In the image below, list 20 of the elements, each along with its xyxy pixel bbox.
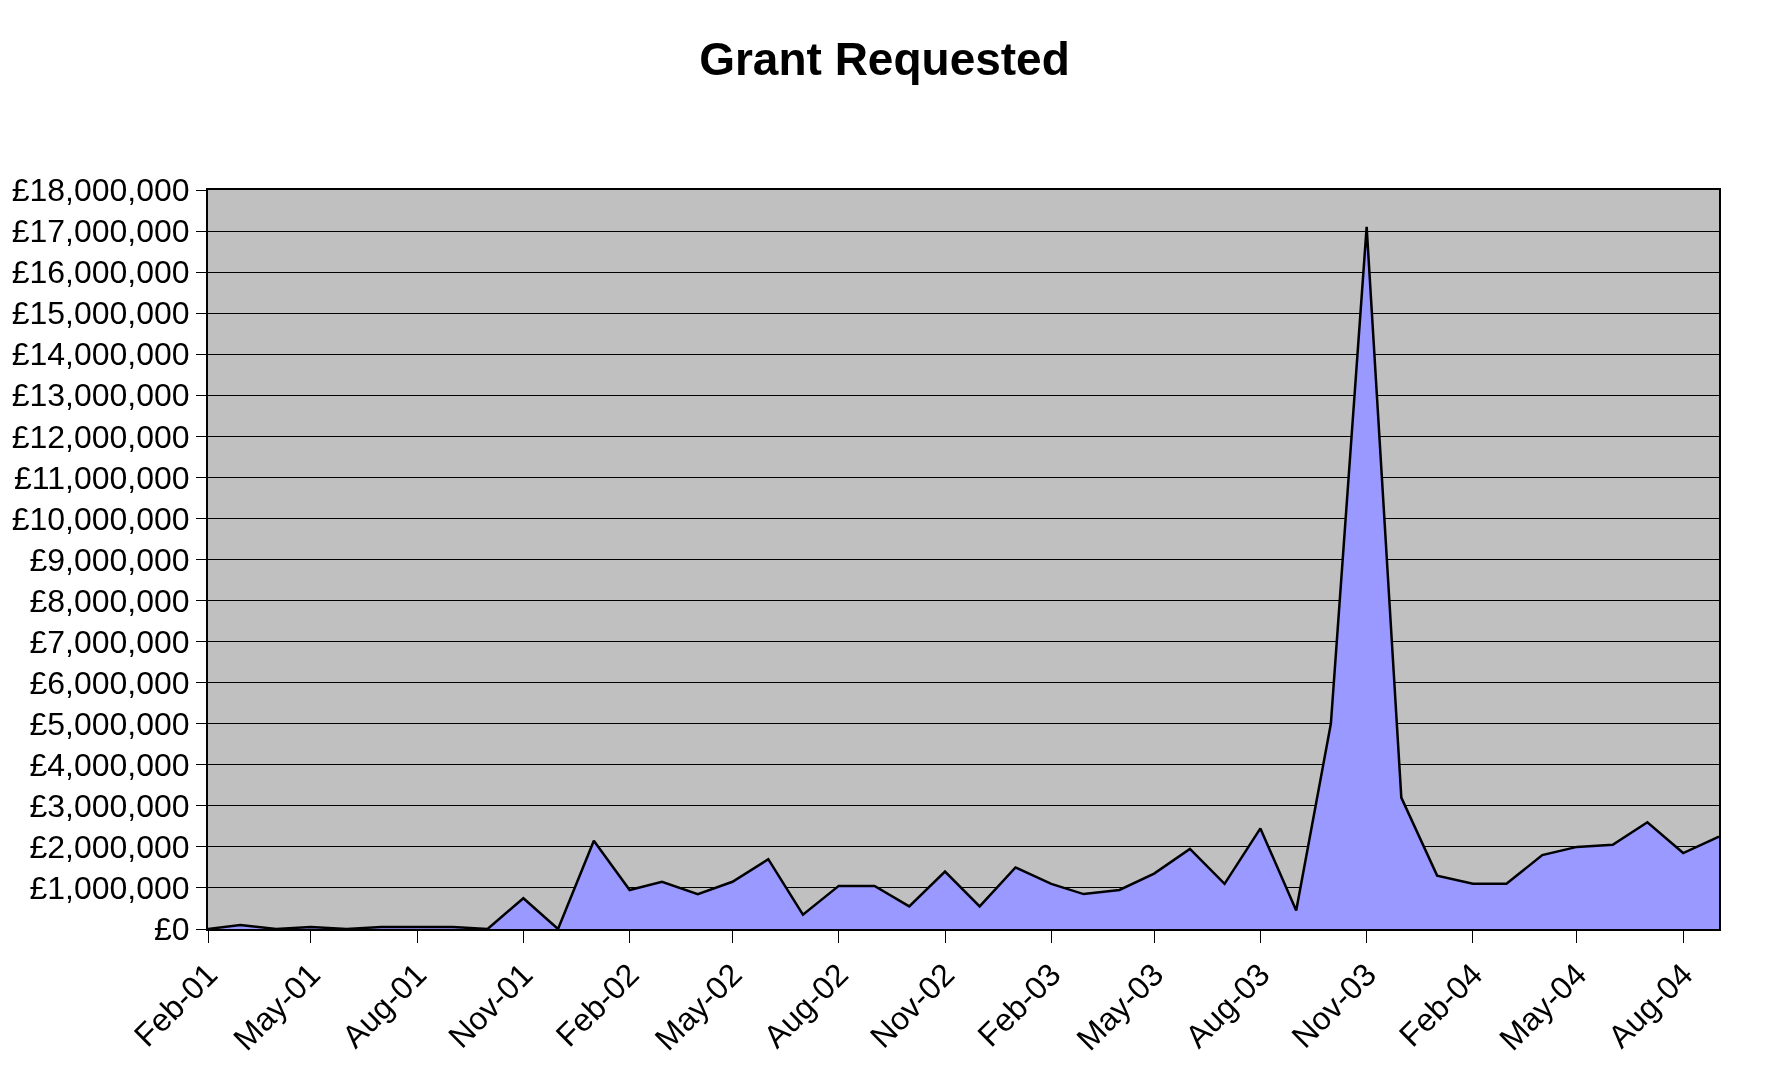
y-tick-label: £9,000,000 <box>29 541 190 578</box>
chart-title: Grant Requested <box>699 33 1070 86</box>
y-tick-label: £17,000,000 <box>11 213 190 250</box>
y-tick-label: £4,000,000 <box>29 746 190 783</box>
y-tick-label: £5,000,000 <box>29 705 190 742</box>
y-tick-label: £6,000,000 <box>29 664 190 701</box>
y-tick-label: £16,000,000 <box>11 254 190 291</box>
y-tick-label: £13,000,000 <box>11 377 190 414</box>
y-tick-label: £0 <box>154 911 190 948</box>
y-tick-label: £14,000,000 <box>11 336 190 373</box>
y-tick-label: £7,000,000 <box>29 623 190 660</box>
y-tick-label: £8,000,000 <box>29 582 190 619</box>
y-tick-label: £11,000,000 <box>14 459 190 496</box>
y-tick-label: £3,000,000 <box>29 788 190 825</box>
y-tick-label: £1,000,000 <box>29 870 190 907</box>
y-tick-label: £2,000,000 <box>29 829 190 866</box>
y-tick-label: £10,000,000 <box>11 500 190 537</box>
y-tick-label: £12,000,000 <box>11 418 190 455</box>
y-tick-label: £18,000,000 <box>11 172 190 209</box>
y-tick-label: £15,000,000 <box>11 295 190 332</box>
